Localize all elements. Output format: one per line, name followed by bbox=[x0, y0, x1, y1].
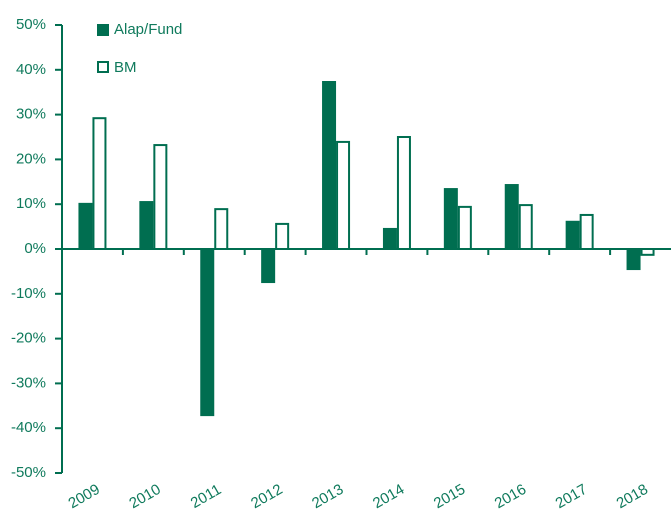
y-tick-label: 10% bbox=[16, 195, 46, 212]
y-tick-label: 30% bbox=[16, 106, 46, 123]
x-tick-label: 2012 bbox=[248, 481, 285, 512]
x-tick-label: 2015 bbox=[431, 481, 468, 512]
bar bbox=[200, 249, 215, 417]
bar bbox=[322, 81, 337, 249]
y-tick-label: 0% bbox=[24, 240, 46, 257]
y-tick-label: 40% bbox=[16, 61, 46, 78]
bar bbox=[640, 248, 655, 256]
legend-label: BM bbox=[114, 59, 137, 76]
bar bbox=[626, 249, 641, 271]
bar bbox=[457, 205, 472, 250]
y-tick-label: -40% bbox=[11, 419, 46, 436]
y-tick-label: -20% bbox=[11, 330, 46, 347]
y-tick-label: -50% bbox=[11, 464, 46, 481]
x-tick-label: 2014 bbox=[370, 481, 407, 512]
y-tick-label: -10% bbox=[11, 285, 46, 302]
legend-swatch bbox=[97, 61, 109, 73]
bar bbox=[92, 117, 107, 250]
x-tick-label: 2018 bbox=[614, 481, 651, 512]
bar bbox=[382, 227, 397, 249]
bar bbox=[78, 202, 93, 249]
y-tick-label: 20% bbox=[16, 150, 46, 167]
x-tick-label: 2011 bbox=[188, 481, 224, 512]
bar bbox=[275, 222, 290, 251]
bar bbox=[579, 213, 594, 250]
y-tick-label: -30% bbox=[11, 374, 46, 391]
x-tick-label: 2016 bbox=[492, 481, 529, 512]
bar bbox=[261, 249, 276, 284]
bar bbox=[504, 184, 519, 249]
bar bbox=[336, 140, 351, 250]
bar bbox=[214, 208, 229, 251]
x-tick-label: 2017 bbox=[553, 481, 590, 512]
x-tick-label: 2009 bbox=[65, 481, 102, 512]
legend-swatch bbox=[97, 24, 109, 36]
bar bbox=[443, 188, 458, 249]
bar bbox=[518, 204, 533, 250]
bar bbox=[396, 136, 411, 250]
bar bbox=[565, 220, 580, 249]
bar bbox=[153, 144, 168, 250]
x-tick-label: 2010 bbox=[126, 481, 163, 512]
legend-label: Alap/Fund bbox=[114, 21, 182, 38]
y-tick-label: 50% bbox=[16, 16, 46, 33]
bar bbox=[139, 201, 154, 249]
x-tick-label: 2013 bbox=[309, 481, 346, 512]
